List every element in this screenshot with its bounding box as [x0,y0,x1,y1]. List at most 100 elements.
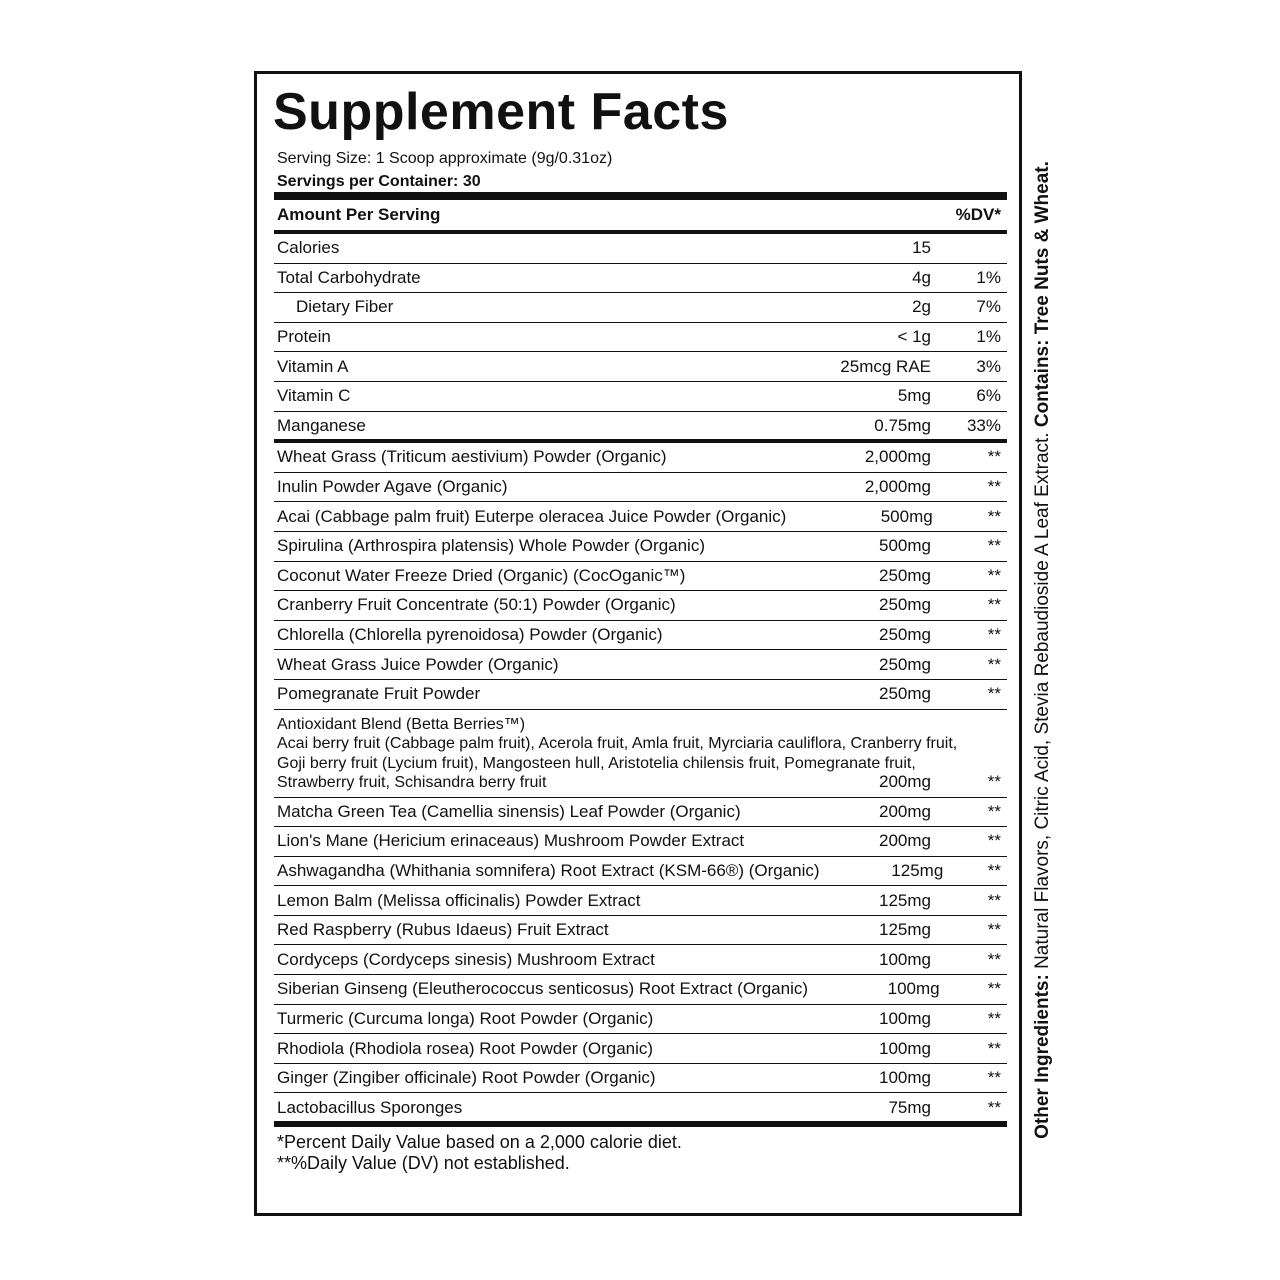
blend-amount: 200mg [879,772,931,791]
title: Supplement Facts [273,83,729,141]
table-row: Siberian Ginseng (Eleutherococcus sentic… [274,975,1007,1005]
ingredient-list: Matcha Green Tea (Camellia sinensis) Lea… [274,798,1007,1124]
row-dv: 6% [976,386,1001,406]
table-row: Chlorella (Chlorella pyrenoidosa) Powder… [274,621,1007,651]
blend-line: Goji berry fruit (Lycium fruit), Mangost… [277,754,916,772]
row-name: Chlorella (Chlorella pyrenoidosa) Powder… [277,625,663,645]
serving-size: Serving Size: 1 Scoop approximate (9g/0.… [277,150,613,167]
divider [274,230,1007,234]
row-name: Dietary Fiber [296,297,394,317]
row-dv: ** [987,595,1001,615]
row-dv: ** [987,625,1001,645]
other-ingredients-text: Natural Flavors, Citric Acid, Stevia Reb… [1032,427,1053,975]
table-row: Wheat Grass Juice Powder (Organic) 250mg *… [274,650,1007,680]
blend-title: Antioxidant Blend (Betta Berries™) [277,715,526,733]
row-amount: 25mcg RAE [840,356,931,376]
table-row: Lactobacillus Sporonges 75mg ** [274,1093,1007,1124]
table-row: Calories 15 [274,234,1007,264]
row-amount: 125mg [879,890,931,910]
row-amount: 500mg [880,506,933,526]
row-name: Spirulina (Arthrospira platensis) Whole … [277,536,705,556]
row-dv: ** [987,890,1001,910]
row-amount: 2g [912,297,931,317]
dv-header: %DV* [955,205,1001,224]
table-row: Acai (Cabbage palm fruit) Euterpe olerac… [274,502,1007,532]
table-row: Lemon Balm (Melissa officinalis) Powder … [274,886,1007,916]
row-name: Rhodiola (Rhodiola rosea) Root Powder (O… [277,1038,654,1058]
table-row: Cordyceps (Cordyceps sinesis) Mushroom E… [274,945,1007,976]
table-row: Pomegranate Fruit Powder 250mg ** [274,680,1007,710]
row-amount: 125mg [891,860,944,880]
row-dv: ** [987,1008,1001,1028]
row-dv: ** [987,979,1001,999]
row-name: Protein [277,327,331,347]
row-name: Coconut Water Freeze Dried (Organic) (Co… [277,565,686,585]
supplement-facts-panel: Supplement Facts Serving Size: 1 Scoop a… [254,71,1022,1216]
row-name: Red Raspberry (Rubus Idaeus) Fruit Extra… [277,920,609,940]
row-name: Manganese [277,415,366,435]
row-amount: 250mg [879,595,931,615]
row-dv: ** [987,1097,1001,1117]
table-row: Inulin Powder Agave (Organic) 2,000mg ** [274,473,1007,503]
table-row: Ginger (Zingiber officinale) Root Powder… [274,1064,1007,1094]
divider-thick [274,192,1007,200]
table-row: Manganese 0.75mg 33% [274,412,1007,442]
row-dv: ** [987,831,1001,851]
row-amount: 2,000mg [864,477,931,497]
row-amount: 5mg [897,386,931,406]
row-name: Matcha Green Tea (Camellia sinensis) Lea… [277,801,741,821]
divider-thick [274,1121,1007,1128]
table-header: Amount Per Serving %DV* [274,200,1007,230]
row-dv: ** [987,801,1001,821]
row-amount: 500mg [879,536,931,556]
footnote: **%Daily Value (DV) not established. [277,1153,570,1174]
row-dv: ** [987,1038,1001,1058]
row-amount: 100mg [879,949,931,969]
row-name: Lion's Mane (Hericium erinaceaus) Mushro… [277,831,745,851]
table-row: Vitamin A 25mcg RAE 3% [274,352,1007,382]
row-amount: 15 [912,238,931,258]
row-name: Lemon Balm (Melissa officinalis) Powder … [277,890,641,910]
blend-line: Strawberry fruit, Schisandra berry fruit [277,774,547,791]
row-name: Calories [277,238,340,258]
row-dv: ** [987,1068,1001,1088]
facts-table: Amount Per Serving %DV* Calories 15 Total … [274,192,1007,1174]
row-dv: ** [987,654,1001,674]
footnotes: *Percent Daily Value based on a 2,000 ca… [274,1127,1007,1174]
row-name: Pomegranate Fruit Powder [277,684,481,704]
row-amount: 250mg [879,565,931,585]
row-dv: ** [987,920,1001,940]
row-dv: 7% [976,297,1001,317]
row-name: Cordyceps (Cordyceps sinesis) Mushroom E… [277,949,655,969]
row-dv: ** [987,860,1001,880]
row-dv: 33% [966,415,1001,435]
row-dv: 1% [976,267,1001,287]
row-amount: 100mg [879,1008,931,1028]
row-amount: 0.75mg [874,415,931,435]
servings-per-container: Servings per Container: 30 [277,173,481,190]
row-dv: ** [987,536,1001,556]
table-row: Dietary Fiber 2g 7% [274,293,1007,323]
row-dv: ** [987,477,1001,497]
table-row: Turmeric (Curcuma longa) Root Powder (Or… [274,1005,1007,1035]
row-amount: 250mg [879,654,931,674]
row-dv: ** [987,949,1001,969]
table-row: Spirulina (Arthrospira platensis) Whole … [274,532,1007,562]
contains-label: Contains: [1032,339,1053,428]
row-amount: 125mg [879,920,931,940]
other-ingredients-label: Other Ingredients: [1032,974,1053,1139]
row-dv: ** [987,684,1001,704]
divider [274,439,1007,444]
row-name: Ashwagandha (Whithania somnifera) Root E… [277,860,820,880]
antioxidant-blend: Antioxidant Blend (Betta Berries™) Acai … [274,710,1007,798]
row-amount: 250mg [879,625,931,645]
row-name: Vitamin A [277,356,349,376]
row-amount: 75mg [888,1097,931,1117]
footnote: *Percent Daily Value based on a 2,000 ca… [277,1132,682,1153]
table-row: Lion's Mane (Hericium erinaceaus) Mushro… [274,827,1007,857]
ingredient-list: Wheat Grass (Triticum aestivium) Powder … [274,443,1007,710]
row-dv: ** [987,565,1001,585]
row-name: Vitamin C [277,386,351,406]
table-row: Protein < 1g 1% [274,323,1007,353]
row-name: Wheat Grass (Triticum aestivium) Powder … [277,447,667,467]
